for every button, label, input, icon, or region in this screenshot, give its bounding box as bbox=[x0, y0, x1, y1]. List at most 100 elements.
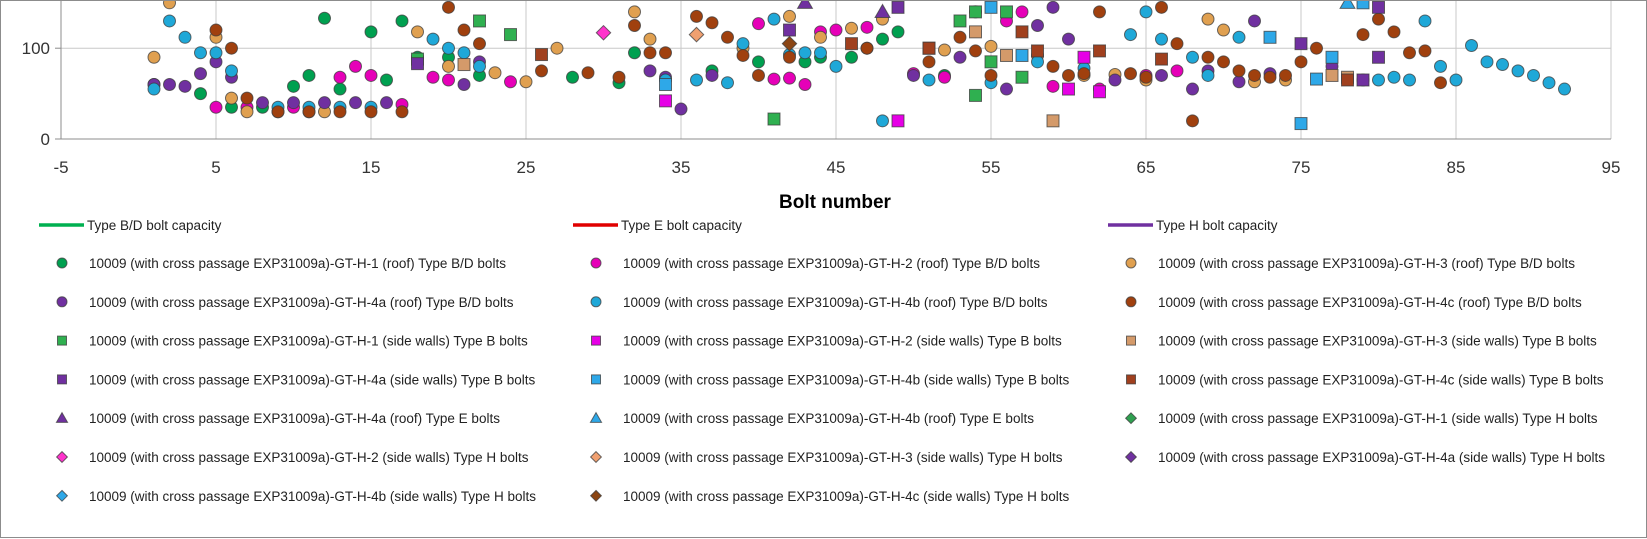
data-point bbox=[535, 48, 548, 62]
data-point bbox=[1031, 55, 1044, 69]
data-point bbox=[318, 11, 331, 25]
data-point bbox=[457, 46, 471, 60]
data-point bbox=[550, 41, 564, 55]
data-point bbox=[1155, 52, 1168, 66]
data-point bbox=[721, 30, 734, 44]
data-point bbox=[411, 25, 424, 39]
data-point bbox=[1372, 50, 1385, 64]
data-point bbox=[411, 57, 424, 71]
data-point bbox=[628, 5, 641, 19]
legend-marker-swatch bbox=[589, 450, 603, 464]
x-tick-label: 55 bbox=[982, 158, 1001, 177]
y-tick-label: 100 bbox=[22, 39, 50, 58]
data-point bbox=[595, 24, 612, 41]
y-tick-label: 0 bbox=[41, 130, 50, 149]
legend-label: 10009 (with cross passage EXP31009a)-GT-… bbox=[1158, 334, 1597, 349]
data-point bbox=[209, 23, 223, 37]
data-point bbox=[845, 21, 858, 35]
data-point bbox=[333, 70, 347, 84]
data-point bbox=[333, 105, 347, 119]
data-point bbox=[1000, 5, 1013, 19]
data-point bbox=[1403, 73, 1416, 87]
data-point bbox=[969, 88, 982, 102]
data-point bbox=[1263, 30, 1277, 44]
data-point bbox=[1356, 73, 1370, 87]
legend-marker-swatch bbox=[591, 335, 601, 346]
data-point bbox=[783, 71, 796, 85]
data-point bbox=[814, 30, 827, 44]
data-point bbox=[194, 46, 207, 60]
legend-label: 10009 (with cross passage EXP31009a)-GT-… bbox=[1158, 295, 1582, 310]
data-point bbox=[643, 32, 657, 46]
data-point bbox=[781, 35, 798, 52]
data-point bbox=[674, 102, 688, 116]
data-point bbox=[969, 25, 982, 39]
data-point bbox=[240, 105, 254, 119]
data-point bbox=[1217, 23, 1230, 37]
data-point bbox=[1062, 68, 1075, 82]
data-point bbox=[1449, 73, 1463, 87]
data-point bbox=[1294, 37, 1308, 51]
data-point bbox=[209, 100, 223, 114]
data-point bbox=[860, 20, 874, 34]
data-point bbox=[1201, 12, 1215, 26]
data-point bbox=[1418, 14, 1432, 28]
data-point bbox=[287, 96, 300, 110]
data-point bbox=[287, 79, 300, 93]
data-point bbox=[891, 25, 905, 39]
legend-marker-swatch bbox=[1126, 335, 1136, 346]
data-point bbox=[395, 105, 409, 119]
data-point bbox=[1015, 25, 1029, 39]
data-point bbox=[426, 70, 440, 84]
data-point bbox=[1248, 68, 1261, 82]
data-point bbox=[984, 68, 998, 82]
legend-label: Type B/D bolt capacity bbox=[87, 218, 222, 233]
legend-label: 10009 (with cross passage EXP31009a)-GT-… bbox=[89, 334, 528, 349]
legend-label: 10009 (with cross passage EXP31009a)-GT-… bbox=[623, 295, 1048, 310]
data-point bbox=[1232, 30, 1246, 44]
data-point bbox=[1015, 5, 1029, 19]
legend-marker-swatch bbox=[1126, 374, 1136, 385]
data-points bbox=[147, 1, 1571, 131]
data-point bbox=[1232, 64, 1246, 78]
data-point bbox=[767, 12, 781, 26]
data-point bbox=[147, 82, 161, 96]
legend-marker-swatch bbox=[1125, 257, 1137, 269]
x-tick-label: -5 bbox=[53, 158, 68, 177]
data-point bbox=[659, 46, 672, 60]
data-point bbox=[535, 64, 548, 78]
legend-label: 10009 (with cross passage EXP31009a)-GT-… bbox=[623, 411, 1034, 426]
data-point bbox=[969, 44, 982, 58]
data-point bbox=[1232, 75, 1246, 89]
data-point bbox=[705, 16, 719, 30]
legend-marker-swatch bbox=[589, 411, 603, 423]
data-point bbox=[796, 1, 814, 9]
data-point bbox=[783, 9, 796, 23]
data-point bbox=[953, 14, 967, 28]
data-point bbox=[922, 55, 936, 69]
data-point bbox=[380, 73, 393, 87]
data-point bbox=[1201, 50, 1215, 64]
x-tick-label: 65 bbox=[1137, 158, 1156, 177]
data-point bbox=[178, 79, 192, 93]
data-point bbox=[380, 96, 393, 110]
data-point bbox=[1155, 1, 1168, 14]
data-point bbox=[752, 55, 765, 69]
data-point bbox=[426, 32, 440, 46]
legend-label: 10009 (with cross passage EXP31009a)-GT-… bbox=[1158, 450, 1605, 465]
data-point bbox=[1139, 70, 1153, 84]
data-point bbox=[922, 73, 936, 87]
data-point bbox=[659, 78, 672, 92]
x-tick-label: 35 bbox=[672, 158, 691, 177]
x-tick-label: 5 bbox=[211, 158, 220, 177]
data-point bbox=[829, 59, 843, 73]
legend-label: 10009 (with cross passage EXP31009a)-GT-… bbox=[623, 256, 1040, 271]
data-point bbox=[302, 68, 316, 82]
data-point bbox=[1339, 1, 1356, 9]
data-point bbox=[1480, 55, 1494, 69]
data-point bbox=[845, 50, 858, 64]
legend-marker-swatch bbox=[55, 450, 69, 464]
data-point bbox=[1062, 82, 1075, 96]
data-point bbox=[1046, 79, 1060, 93]
